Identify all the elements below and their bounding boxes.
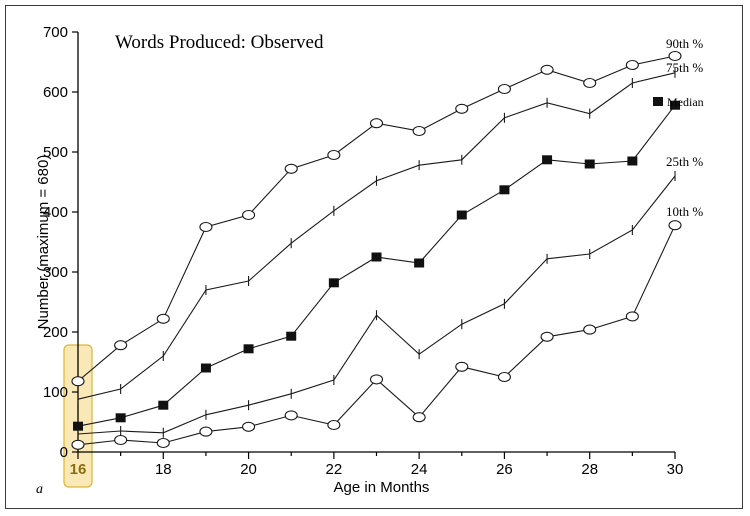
series-label: 25th %: [666, 154, 703, 169]
x-tick-label: 16: [70, 461, 87, 478]
y-tick-label: 100: [43, 384, 68, 401]
x-tick-label: 24: [411, 461, 428, 478]
y-tick-label: 0: [60, 444, 68, 461]
series-label: Median: [667, 95, 704, 109]
data-point-circle: [327, 149, 341, 161]
data-point-circle: [284, 163, 298, 174]
x-tick-label: 22: [326, 461, 343, 478]
data-point-circle: [327, 419, 341, 431]
panel-label: a: [36, 482, 43, 497]
data-point-square: [371, 252, 382, 262]
data-point-circle: [369, 118, 384, 129]
y-axis-label: Number (maximum = 680): [35, 155, 52, 330]
data-point-circle: [625, 311, 639, 322]
data-point-circle: [199, 426, 213, 437]
y-tick-label: 200: [43, 324, 68, 341]
x-tick-label: 18: [155, 461, 172, 478]
data-point-square: [328, 278, 339, 288]
data-point-circle: [199, 221, 213, 233]
data-point-circle: [114, 434, 128, 446]
data-point-circle: [625, 59, 639, 71]
data-point-circle: [455, 361, 469, 372]
data-point-circle: [497, 371, 511, 383]
data-point-circle: [540, 64, 554, 75]
data-point-square: [200, 363, 211, 373]
data-point-circle: [412, 125, 426, 137]
y-tick-label: 400: [43, 204, 68, 221]
series-label: 90th %: [666, 36, 703, 51]
data-point-square: [456, 210, 467, 220]
data-point-square: [584, 159, 595, 169]
data-point-square: [414, 258, 425, 268]
y-tick-label: 300: [43, 264, 68, 281]
data-point-square: [542, 155, 553, 165]
data-point-circle: [497, 83, 511, 95]
series-4: [71, 220, 682, 450]
data-point-square: [243, 344, 254, 354]
data-point-square: [670, 100, 680, 110]
data-point-circle: [71, 376, 85, 387]
data-point-square: [499, 185, 510, 195]
data-point-circle: [156, 437, 170, 449]
data-point-circle: [114, 340, 128, 351]
x-tick-label: 26: [496, 461, 513, 478]
series-line: [77, 175, 676, 435]
series-3: [77, 171, 676, 439]
data-point-square: [73, 421, 83, 431]
data-point-circle: [668, 50, 682, 62]
x-axis-label: Age in Months: [334, 479, 430, 496]
data-point-circle: [583, 324, 597, 335]
data-point-circle: [242, 421, 256, 432]
data-point-circle: [369, 374, 384, 385]
x-tick-label: 20: [240, 461, 257, 478]
data-point-square: [158, 400, 169, 410]
data-point-square: [115, 413, 126, 423]
y-tick-label: 700: [43, 24, 68, 41]
series-1: [77, 67, 676, 405]
x-tick-label: 30: [667, 461, 684, 478]
data-point-square: [286, 331, 297, 341]
data-point-circle: [242, 209, 256, 221]
x-tick-label: 28: [581, 461, 598, 478]
data-point-circle: [284, 410, 298, 421]
series-0: [71, 50, 682, 387]
data-point-circle: [668, 220, 682, 231]
data-point-circle: [156, 313, 170, 324]
series-2: [73, 100, 680, 431]
data-point-circle: [455, 103, 469, 114]
y-tick-label: 500: [43, 144, 68, 161]
data-point-square: [627, 156, 638, 166]
data-point-circle: [71, 439, 85, 450]
median-legend-square: [653, 97, 663, 106]
data-point-circle: [540, 331, 554, 342]
y-tick-label: 600: [43, 84, 68, 101]
series-label: 75th %: [666, 60, 703, 75]
data-point-circle: [583, 77, 597, 89]
chart-title: Words Produced: Observed: [115, 32, 324, 53]
series-label: 10th %: [666, 204, 703, 219]
data-point-circle: [412, 412, 426, 423]
